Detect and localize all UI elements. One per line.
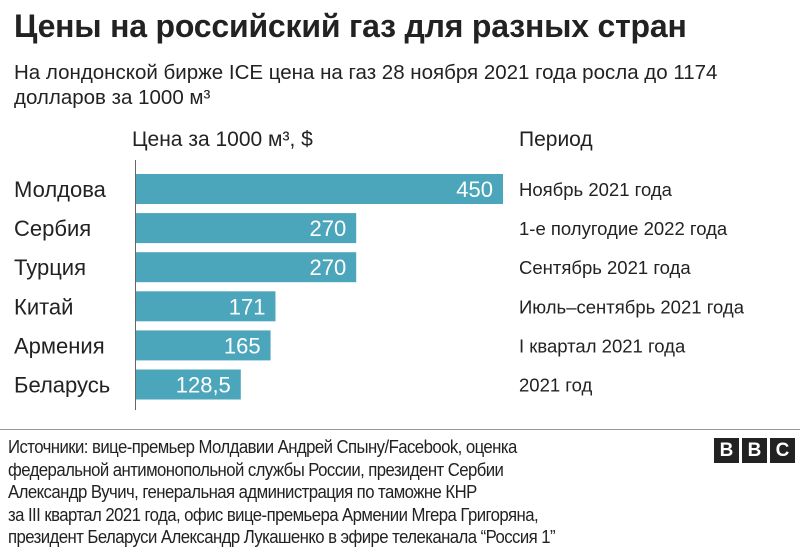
bar — [136, 330, 271, 361]
bbc-logo: B B C — [714, 438, 795, 463]
chart-subtitle: На лондонской бирже ICE цена на газ 28 н… — [14, 61, 718, 109]
source-line: Александр Вучич, генеральная администрац… — [8, 482, 477, 502]
value-label: 450 — [456, 177, 493, 202]
value-label: 171 — [229, 294, 266, 319]
value-label: 165 — [224, 333, 261, 358]
source-line: федеральной антимонопольной службы Росси… — [8, 459, 504, 480]
footer-divider — [0, 429, 800, 430]
bar — [136, 213, 357, 244]
source-line: Источники: вице-премьер Молдавии Андрей … — [8, 437, 517, 457]
category-label: Сербия — [14, 216, 91, 241]
bar — [136, 252, 357, 283]
source-line: за III квартал 2021 года, офис вице-прем… — [8, 504, 539, 525]
chart-title: Цены на российский газ для разных стран — [14, 8, 687, 44]
category-label: Турция — [14, 255, 86, 280]
bar — [136, 174, 503, 204]
period-header: Период — [519, 128, 593, 151]
period-label: 2021 год — [519, 375, 593, 396]
source-line: президент Беларуси Александр Лукашенко в… — [8, 527, 556, 547]
value-label: 270 — [309, 216, 346, 241]
value-header: Цена за 1000 м³, $ — [132, 128, 313, 151]
category-label: Молдова — [14, 177, 107, 202]
period-label: Июль–сентябрь 2021 года — [519, 296, 745, 317]
category-label: Армения — [14, 333, 105, 358]
bar — [136, 369, 241, 400]
bar-chart: Молдова 450 Ноябрь 2021 года Сербия 270 1-е п… — [14, 160, 745, 410]
value-label: 128,5 — [176, 373, 231, 398]
category-label: Беларусь — [14, 373, 110, 398]
source-note: Источники: вице-премьер Молдавии Андрей … — [8, 436, 659, 549]
category-label: Китай — [14, 294, 73, 319]
period-label: 1-е полугодие 2022 года — [519, 218, 728, 239]
value-label: 270 — [309, 255, 346, 280]
period-label: Сентябрь 2021 года — [519, 257, 691, 278]
period-label: Ноябрь 2021 года — [519, 179, 673, 200]
bar — [136, 291, 276, 322]
period-label: I квартал 2021 года — [519, 335, 686, 356]
